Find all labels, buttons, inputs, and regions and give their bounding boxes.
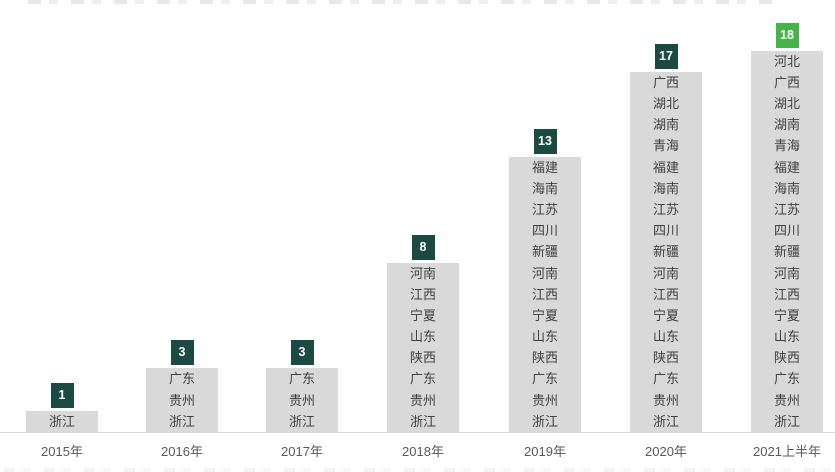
province-label: 浙江: [288, 413, 315, 429]
province-label: 湖南: [773, 117, 800, 133]
province-label: 江西: [531, 286, 558, 302]
bar-column: 13 福建 海南 江苏 四川 新疆 河南 江西 宁夏 山东 陕西 广东 贵州 浙江: [485, 128, 605, 432]
bar-column: 17 广西 湖北 湖南 青海 福建 海南 江苏 四川 新疆 河南 江西 宁夏 山东 陕西 广东 贵州 浙江: [606, 43, 726, 432]
province-label: 广东: [773, 371, 800, 387]
province-label: 贵州: [773, 392, 800, 408]
province-label: 湖南: [652, 117, 679, 133]
province-label: 广西: [773, 74, 800, 90]
province-label: 广东: [409, 371, 436, 387]
bar-column: 3 广东 贵州 浙江: [242, 340, 362, 432]
province-label: 广东: [531, 371, 558, 387]
province-label: 河南: [773, 265, 800, 281]
province-label: 浙江: [773, 413, 800, 429]
count-badge: 17: [654, 43, 678, 69]
province-label: 陕西: [531, 350, 558, 366]
province-label: 福建: [531, 159, 558, 175]
province-label: 浙江: [168, 413, 195, 429]
province-label: 新疆: [652, 244, 679, 260]
province-label: 河南: [531, 265, 558, 281]
province-bar: 广东 贵州 浙江: [266, 368, 338, 432]
x-axis-label: 2021上半年: [753, 444, 821, 459]
x-axis-label: 2018年: [402, 444, 444, 459]
count-badge: 3: [290, 340, 314, 366]
bar-column: 18 河北 广西 湖北 湖南 青海 福建 海南 江苏 四川 新疆 河南 江西 宁夏 山东 陕西 广东 贵州 浙江: [727, 22, 835, 432]
province-label: 宁夏: [531, 307, 558, 323]
cropped-footer-fragment: [4, 468, 831, 472]
province-label: 贵州: [409, 392, 436, 408]
province-label: 山东: [531, 329, 558, 345]
province-label: 福建: [652, 159, 679, 175]
province-label: 广东: [168, 371, 195, 387]
count-badge: 13: [533, 128, 557, 154]
province-label: 宁夏: [409, 307, 436, 323]
province-label: 贵州: [652, 392, 679, 408]
bar-column: 1 浙江: [2, 382, 122, 432]
province-label: 江苏: [531, 201, 558, 217]
province-label: 江苏: [773, 201, 800, 217]
province-label: 广东: [288, 371, 315, 387]
x-axis-label: 2015年: [41, 444, 83, 459]
province-label: 广西: [652, 74, 679, 90]
bar-column: 8 河南 江西 宁夏 山东 陕西 广东 贵州 浙江: [363, 234, 483, 432]
count-badge: 1: [50, 382, 74, 408]
province-label: 海南: [652, 180, 679, 196]
province-bar: 河南江西宁夏山东陕西广东贵州浙江: [387, 262, 459, 432]
x-axis-label: 2019年: [524, 444, 566, 459]
bar-column: 3 广东 贵州 浙江: [122, 340, 242, 432]
province-bar: 广东 贵州 浙江: [146, 368, 218, 432]
province-label: 四川: [531, 223, 558, 239]
province-label: 河南: [409, 265, 436, 281]
province-label: 山东: [773, 329, 800, 345]
province-label: 江苏: [652, 201, 679, 217]
province-label: 四川: [773, 223, 800, 239]
province-label: 四川: [652, 223, 679, 239]
province-label: 浙江: [531, 413, 558, 429]
x-axis: 2015年 2016年 2017年 2018年 2019年 2020年 2021上半年: [0, 441, 835, 461]
province-label: 陕西: [773, 350, 800, 366]
province-bar: 广西湖北湖南青海福建海南江苏四川新疆河南江西宁夏山东陕西广东贵州浙江: [630, 71, 702, 432]
province-label: 河南: [652, 265, 679, 281]
province-bar: 福建海南江苏四川新疆河南江西宁夏山东陕西广东贵州浙江: [509, 156, 581, 432]
province-label: 贵州: [168, 392, 195, 408]
x-axis-label: 2017年: [281, 444, 323, 459]
province-label: 山东: [409, 329, 436, 345]
province-label: 贵州: [288, 392, 315, 408]
province-label: 江西: [652, 286, 679, 302]
province-label: 广东: [652, 371, 679, 387]
province-label: 青海: [773, 138, 800, 154]
province-label: 浙江: [652, 413, 679, 429]
count-badge: 8: [411, 234, 435, 260]
x-axis-label: 2020年: [645, 444, 687, 459]
x-axis-label: 2016年: [161, 444, 203, 459]
province-label: 陕西: [652, 350, 679, 366]
province-label: 江西: [773, 286, 800, 302]
province-label: 青海: [652, 138, 679, 154]
province-label: 贵州: [531, 392, 558, 408]
province-label: 浙江: [409, 413, 436, 429]
x-axis-line: [0, 432, 835, 433]
province-label: 海南: [531, 180, 558, 196]
province-bar: 河北广西湖北湖南青海福建海南江苏四川新疆河南江西宁夏山东陕西广东贵州浙江: [751, 50, 823, 432]
province-label: 新疆: [773, 244, 800, 260]
province-label: 河北: [773, 53, 800, 69]
province-label: 湖北: [773, 96, 800, 111]
count-badge: 3: [170, 340, 194, 366]
province-label: 山东: [652, 329, 679, 345]
province-label: 宁夏: [773, 307, 800, 323]
province-label: 江西: [409, 286, 436, 302]
province-bar: 浙江: [26, 410, 98, 432]
province-label: 宁夏: [652, 307, 679, 323]
province-label: 新疆: [531, 244, 558, 260]
province-label: 浙江: [48, 413, 75, 429]
province-label: 福建: [773, 159, 800, 175]
province-label: 陕西: [409, 350, 436, 366]
count-badge: 18: [775, 22, 799, 48]
cropped-title-fragment: [28, 0, 777, 4]
province-label: 海南: [773, 180, 800, 196]
province-label: 湖北: [652, 96, 679, 111]
